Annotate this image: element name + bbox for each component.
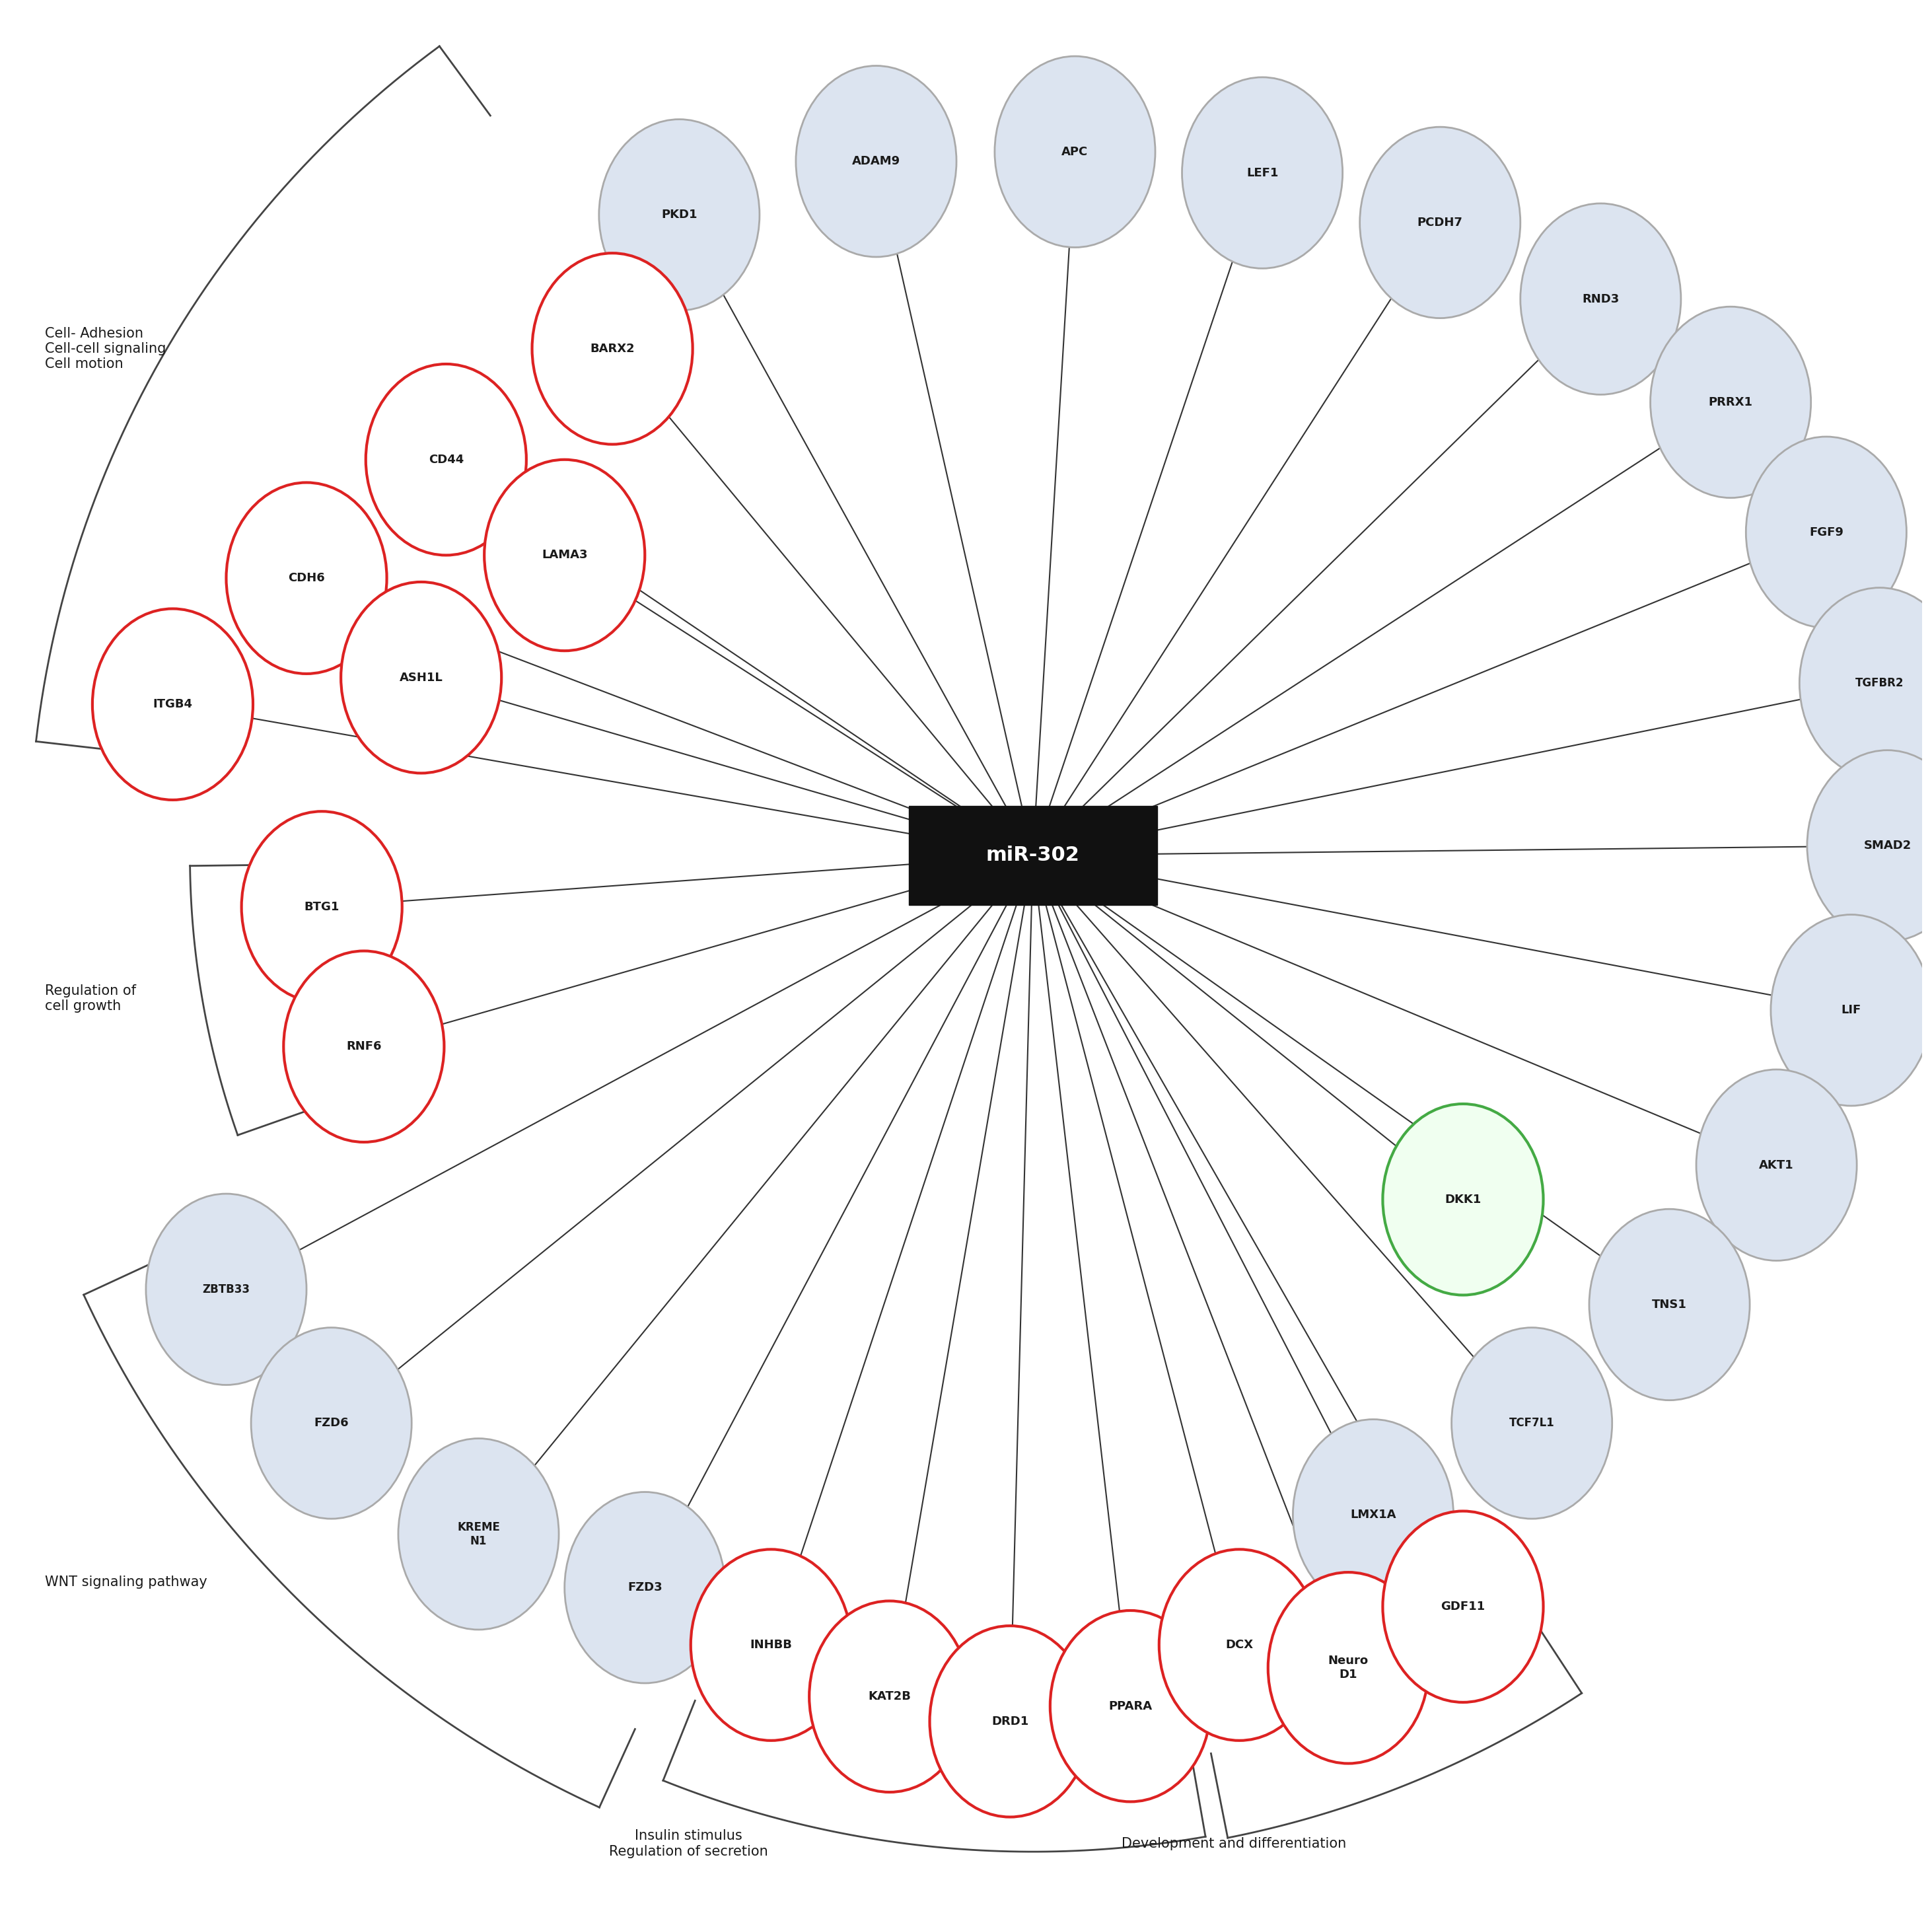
Ellipse shape [93, 609, 253, 799]
Text: PPARA: PPARA [1109, 1700, 1151, 1712]
Ellipse shape [1267, 1571, 1428, 1763]
Text: ADAM9: ADAM9 [852, 156, 900, 167]
Ellipse shape [242, 811, 402, 1003]
Text: DKK1: DKK1 [1445, 1193, 1482, 1204]
Ellipse shape [365, 363, 526, 555]
Ellipse shape [226, 482, 386, 674]
Ellipse shape [1772, 914, 1932, 1106]
Ellipse shape [1451, 1327, 1611, 1520]
Ellipse shape [1696, 1070, 1857, 1260]
Text: BTG1: BTG1 [303, 901, 340, 912]
Text: KREME
N1: KREME N1 [458, 1521, 500, 1546]
Text: Neuro
D1: Neuro D1 [1327, 1656, 1368, 1681]
Text: Insulin stimulus
Regulation of secretion: Insulin stimulus Regulation of secretion [609, 1829, 769, 1858]
Ellipse shape [147, 1193, 307, 1385]
Text: DCX: DCX [1225, 1639, 1254, 1650]
Ellipse shape [398, 1439, 558, 1629]
Text: SMAD2: SMAD2 [1864, 839, 1911, 851]
Text: FZD3: FZD3 [628, 1581, 663, 1594]
Text: FGF9: FGF9 [1808, 526, 1843, 538]
Ellipse shape [1806, 751, 1932, 941]
Text: INHBB: INHBB [750, 1639, 792, 1650]
Ellipse shape [1383, 1512, 1544, 1702]
Ellipse shape [1383, 1105, 1544, 1295]
Text: BARX2: BARX2 [589, 342, 636, 355]
Ellipse shape [1520, 204, 1681, 394]
Ellipse shape [1590, 1208, 1750, 1400]
Ellipse shape [1182, 77, 1343, 269]
Text: PKD1: PKD1 [661, 209, 697, 221]
Text: APC: APC [1063, 146, 1088, 158]
Ellipse shape [485, 459, 645, 651]
Ellipse shape [1360, 127, 1520, 319]
Ellipse shape [531, 254, 694, 444]
Text: miR-302: miR-302 [985, 845, 1080, 864]
Text: WNT signaling pathway: WNT signaling pathway [44, 1575, 207, 1589]
Ellipse shape [1747, 436, 1907, 628]
Text: TCF7L1: TCF7L1 [1509, 1418, 1555, 1429]
Ellipse shape [796, 65, 956, 257]
FancyBboxPatch shape [908, 805, 1157, 905]
Text: CDH6: CDH6 [288, 572, 325, 584]
Text: LEF1: LEF1 [1246, 167, 1279, 179]
Text: GDF11: GDF11 [1441, 1600, 1486, 1612]
Text: ITGB4: ITGB4 [153, 699, 193, 711]
Text: LMX1A: LMX1A [1350, 1510, 1397, 1521]
Text: CD44: CD44 [429, 453, 464, 465]
Ellipse shape [251, 1327, 412, 1520]
Text: PCDH7: PCDH7 [1418, 217, 1463, 229]
Text: TGFBR2: TGFBR2 [1855, 678, 1905, 690]
Ellipse shape [929, 1625, 1090, 1817]
Text: KAT2B: KAT2B [867, 1690, 912, 1702]
Ellipse shape [340, 582, 502, 772]
Ellipse shape [995, 56, 1155, 248]
Text: Cell- Adhesion
Cell-cell signaling
Cell motion: Cell- Adhesion Cell-cell signaling Cell … [44, 327, 166, 371]
Text: LIF: LIF [1841, 1005, 1861, 1016]
Text: Development and differentiation: Development and differentiation [1121, 1836, 1347, 1850]
Text: Regulation of
cell growth: Regulation of cell growth [44, 984, 135, 1012]
Ellipse shape [1650, 307, 1810, 498]
Text: AKT1: AKT1 [1760, 1158, 1795, 1172]
Text: TNS1: TNS1 [1652, 1299, 1687, 1310]
Ellipse shape [1293, 1420, 1453, 1610]
Ellipse shape [1159, 1550, 1320, 1740]
Ellipse shape [564, 1493, 724, 1683]
Ellipse shape [692, 1550, 852, 1740]
Text: ASH1L: ASH1L [400, 672, 442, 684]
Text: FZD6: FZD6 [315, 1418, 350, 1429]
Text: RNF6: RNF6 [346, 1041, 381, 1053]
Ellipse shape [284, 951, 444, 1143]
Ellipse shape [1051, 1610, 1211, 1802]
Ellipse shape [1799, 588, 1932, 778]
Text: PRRX1: PRRX1 [1708, 396, 1752, 407]
Text: DRD1: DRD1 [991, 1715, 1028, 1727]
Ellipse shape [599, 119, 759, 311]
Ellipse shape [810, 1600, 970, 1792]
Text: ZBTB33: ZBTB33 [203, 1283, 249, 1295]
Text: RND3: RND3 [1582, 294, 1619, 305]
Text: LAMA3: LAMA3 [541, 549, 587, 561]
